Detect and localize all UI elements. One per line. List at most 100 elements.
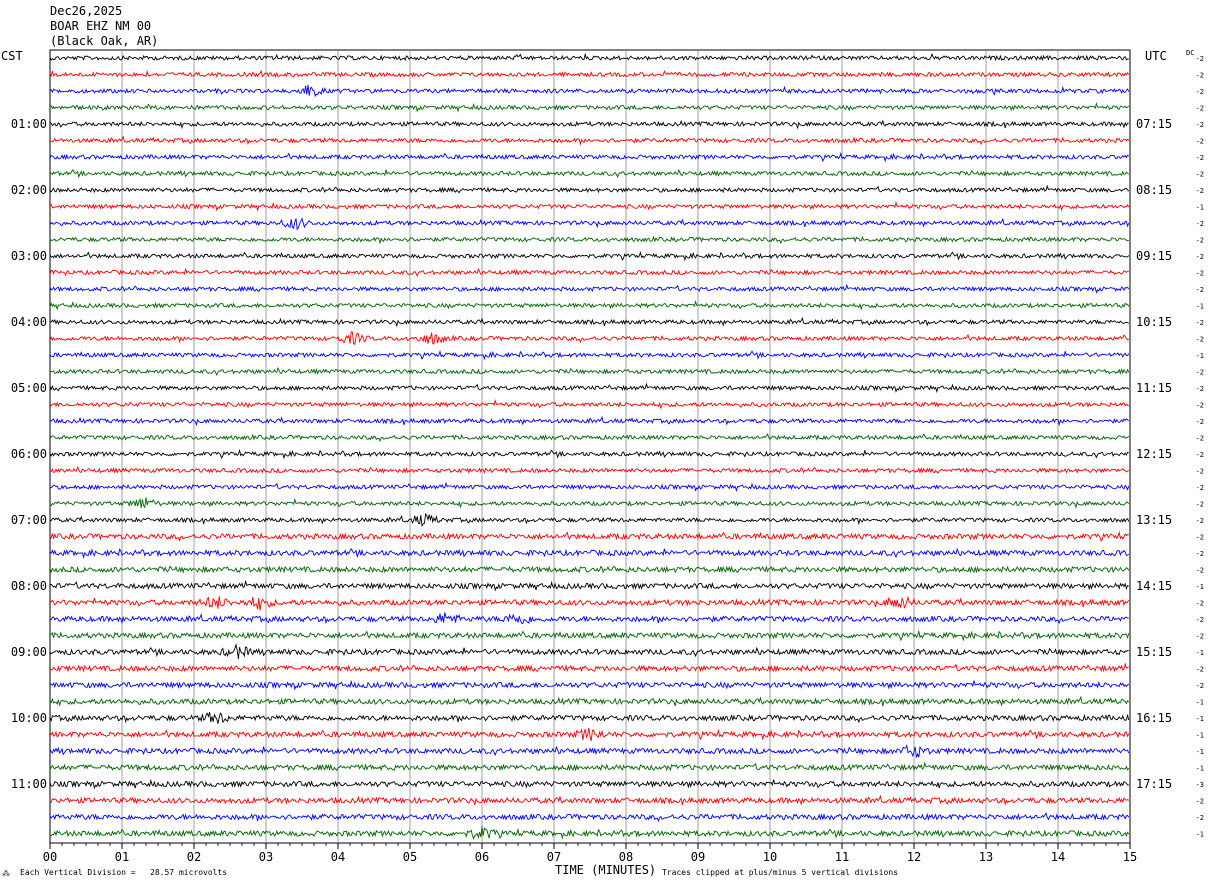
- seismic-trace: [49, 595, 1130, 611]
- seismic-trace: [49, 465, 1130, 474]
- seismic-trace: [49, 629, 1130, 642]
- dc-offset-label: -2: [1196, 72, 1204, 80]
- seismic-trace: [49, 449, 1129, 460]
- x-axis-title: TIME (MINUTES): [555, 863, 657, 877]
- seismic-trace: [49, 695, 1130, 707]
- seismic-trace: [49, 200, 1130, 212]
- utc-hour-label: 07:15: [1136, 117, 1172, 131]
- cst-hour-label: 07:00: [11, 513, 47, 527]
- cst-hour-label: 10:00: [11, 711, 47, 725]
- dc-offset-label: -2: [1196, 534, 1204, 542]
- seismic-trace: [49, 101, 1130, 113]
- dc-offset-label: -2: [1196, 814, 1204, 822]
- clip-note: Traces clipped at plus/minus 5 vertical …: [662, 868, 899, 877]
- dc-offset-label: -2: [1196, 220, 1204, 228]
- scale-icon: ⁂: [2, 869, 10, 878]
- scale-note: Each Vertical Division = 28.57 microvolt…: [20, 868, 228, 877]
- seismic-trace: [49, 547, 1130, 560]
- cst-hour-label: 05:00: [11, 381, 47, 395]
- seismic-trace: [49, 299, 1130, 311]
- dc-offset-label: -2: [1196, 187, 1204, 195]
- dc-offset-label: -2: [1196, 270, 1204, 278]
- cst-hour-label: 04:00: [11, 315, 47, 329]
- dc-offset-label: -2: [1196, 633, 1204, 641]
- dc-offset-label: -2: [1196, 484, 1204, 492]
- dc-label: DC: [1186, 49, 1195, 57]
- seismic-trace: [49, 778, 1129, 790]
- x-tick-label: 01: [115, 850, 129, 864]
- seismic-trace: [49, 382, 1130, 394]
- x-tick-label: 05: [403, 850, 417, 864]
- dc-offset-label: -2: [1196, 468, 1204, 476]
- seismic-trace: [49, 679, 1130, 691]
- cst-label: CST: [1, 49, 23, 63]
- seismic-trace: [49, 331, 1130, 346]
- dc-offset-label: -1: [1196, 715, 1204, 723]
- dc-offset-label: -2: [1196, 616, 1204, 624]
- cst-hour-label: 11:00: [11, 777, 47, 791]
- dc-offset-label: -2: [1196, 88, 1204, 96]
- dc-offset-label: -2: [1196, 798, 1204, 806]
- dc-offset-label: -2: [1196, 154, 1204, 162]
- x-tick-label: 12: [907, 850, 921, 864]
- seismic-trace: [49, 267, 1129, 277]
- seismic-trace: [49, 152, 1130, 163]
- dc-offset-label: -1: [1196, 765, 1204, 773]
- seismic-trace: [50, 579, 1130, 592]
- dc-offset-label: -1: [1196, 352, 1204, 360]
- seismic-trace: [49, 168, 1130, 179]
- seismic-trace: [49, 184, 1130, 194]
- x-tick-label: 00: [43, 850, 57, 864]
- dc-offset-label: -1: [1196, 204, 1204, 212]
- x-tick-label: 07: [547, 850, 561, 864]
- seismic-trace: [49, 812, 1130, 823]
- x-tick-label: 14: [1051, 850, 1065, 864]
- date-label: Dec26,2025: [50, 4, 123, 18]
- dc-offset-label: -2: [1196, 682, 1204, 690]
- cst-hour-label: 06:00: [11, 447, 47, 461]
- utc-hour-label: 12:15: [1136, 447, 1172, 461]
- dc-offset-label: -2: [1196, 550, 1204, 558]
- seismic-trace: [49, 251, 1130, 262]
- utc-hour-label: 09:15: [1136, 249, 1172, 263]
- location-label: (Black Oak, AR): [50, 34, 159, 48]
- seismic-trace: [49, 283, 1130, 294]
- dc-offset-label: -1: [1196, 748, 1204, 756]
- dc-offset-label: -2: [1196, 501, 1204, 509]
- dc-offset-label: -2: [1196, 55, 1204, 63]
- seismic-trace: [49, 497, 1130, 509]
- x-tick-label: 02: [187, 850, 201, 864]
- seismic-trace: [49, 217, 1130, 231]
- seismic-trace: [49, 761, 1130, 772]
- dc-offset-label: -1: [1196, 649, 1204, 657]
- dc-offset-label: -2: [1196, 336, 1204, 344]
- seismic-trace: [49, 826, 1130, 841]
- dc-offset-label: -2: [1196, 451, 1204, 459]
- seismic-trace: [49, 415, 1130, 427]
- dc-offset-label: -2: [1196, 402, 1204, 410]
- x-tick-label: 06: [475, 850, 489, 864]
- utc-hour-label: 08:15: [1136, 183, 1172, 197]
- dc-offset-label: -1: [1196, 583, 1204, 591]
- seismic-trace: [49, 69, 1130, 78]
- utc-hour-label: 11:15: [1136, 381, 1172, 395]
- seismic-trace: [49, 512, 1130, 528]
- seismic-trace: [49, 662, 1129, 673]
- x-tick-label: 10: [763, 850, 777, 864]
- seismic-trace: [49, 84, 1130, 98]
- utc-hour-label: 17:15: [1136, 777, 1172, 791]
- x-tick-label: 09: [691, 850, 705, 864]
- utc-hour-label: 16:15: [1136, 711, 1172, 725]
- seismic-trace: [49, 366, 1130, 376]
- plot-frame: [49, 49, 1131, 844]
- utc-label: UTC: [1145, 49, 1167, 63]
- seismic-trace: [49, 794, 1130, 806]
- seismic-trace: [49, 612, 1129, 625]
- seismic-trace: [49, 565, 1130, 574]
- dc-offset-label: -2: [1196, 253, 1204, 261]
- dc-offset-label: -2: [1196, 171, 1204, 179]
- seismic-trace: [49, 135, 1130, 146]
- seismic-trace: [49, 433, 1130, 443]
- seismic-trace: [49, 530, 1129, 543]
